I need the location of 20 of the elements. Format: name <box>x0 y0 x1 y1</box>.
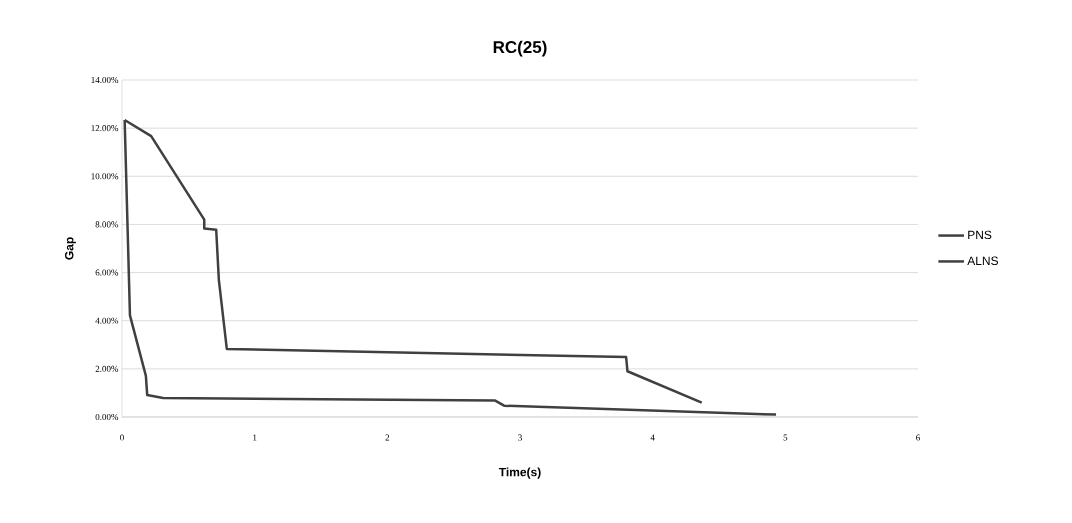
x-tick-label: 1 <box>253 434 257 441</box>
y-tick-label: 6.00% <box>95 269 119 276</box>
x-tick-label: 0 <box>120 434 124 441</box>
y-tick-label: 14.00% <box>91 76 119 84</box>
y-tick-label: 2.00% <box>95 365 119 372</box>
y-tick-label: 4.00% <box>95 317 119 324</box>
x-tick-label: 2 <box>385 434 390 441</box>
legend-label: ALNS <box>967 256 999 265</box>
legend-label: PNS <box>968 230 992 240</box>
y-tick-label: 8.00% <box>95 221 119 228</box>
x-tick-label: 4 <box>650 434 655 441</box>
x-axis-title: Time(s) <box>498 467 541 479</box>
y-axis-title: Gap <box>64 237 76 260</box>
x-tick-label: 5 <box>783 434 788 441</box>
y-tick-label: 0.00% <box>95 413 119 421</box>
y-tick-label: 10.00% <box>91 173 119 180</box>
chart-title: RC(25) <box>493 40 547 57</box>
y-tick-label: 12.00% <box>91 125 119 132</box>
x-tick-label: 6 <box>916 434 920 441</box>
x-tick-label: 3 <box>518 434 522 441</box>
